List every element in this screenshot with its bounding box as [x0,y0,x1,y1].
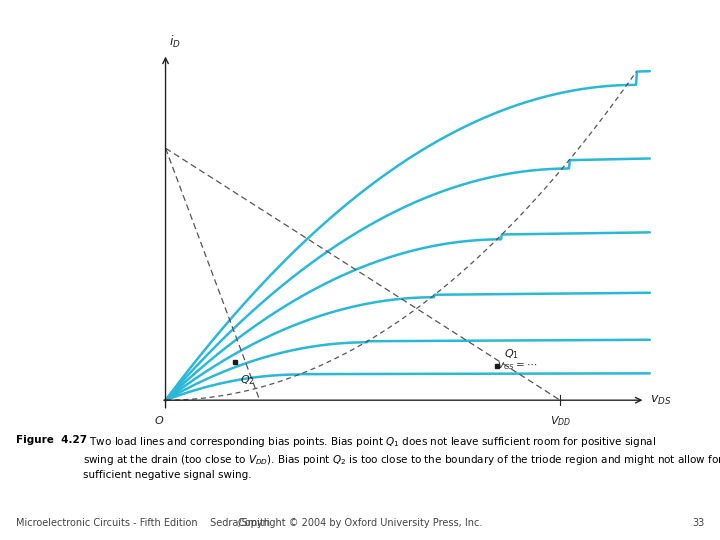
Text: $O$: $O$ [153,414,164,426]
Text: $V_{DD}$: $V_{DD}$ [549,414,571,428]
Text: $v_{GS} = \cdots$: $v_{GS} = \cdots$ [498,360,538,372]
Text: $Q_1$: $Q_1$ [504,347,519,361]
Text: $i_D$: $i_D$ [169,34,181,50]
Text: $v_{DS}$: $v_{DS}$ [650,394,671,407]
Text: 33: 33 [692,518,704,528]
Text: Two load lines and corresponding bias points. Bias point $Q_1$ does not leave su: Two load lines and corresponding bias po… [83,435,720,480]
Text: Copyright © 2004 by Oxford University Press, Inc.: Copyright © 2004 by Oxford University Pr… [238,518,482,528]
Text: $Q_2$: $Q_2$ [240,373,254,387]
Text: Figure  4.27: Figure 4.27 [16,435,87,445]
Text: Microelectronic Circuits - Fifth Edition    Sedra/Smith: Microelectronic Circuits - Fifth Edition… [16,518,270,528]
